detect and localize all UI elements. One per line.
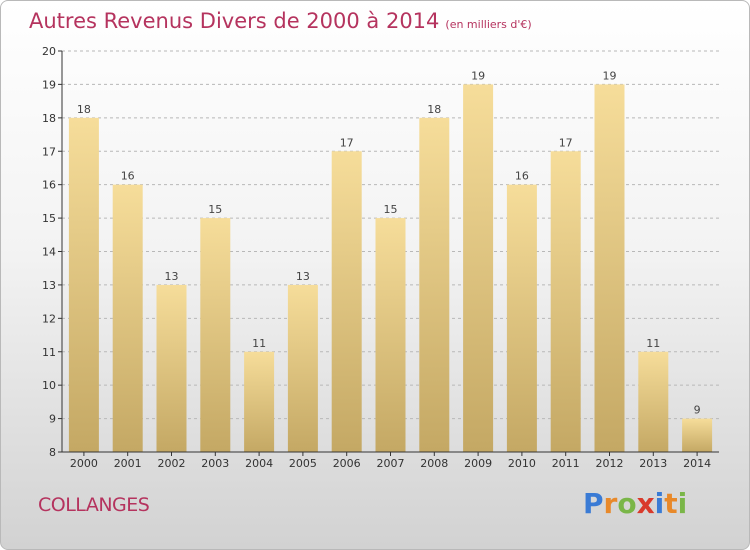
title-text: Autres Revenus Divers de 2000 à 2014 — [29, 9, 440, 33]
logo-letter: i — [677, 487, 688, 520]
data-label: 15 — [208, 203, 222, 216]
chart-title: Autres Revenus Divers de 2000 à 2014 (en … — [29, 9, 532, 33]
logo-letter: t — [664, 487, 678, 520]
data-label: 9 — [694, 404, 701, 417]
bar — [287, 284, 318, 452]
logo-letter: P — [583, 487, 604, 520]
x-tick-label: 2001 — [114, 457, 142, 470]
data-label: 16 — [515, 170, 529, 183]
x-tick-label: 2000 — [70, 457, 98, 470]
data-label: 11 — [252, 337, 266, 350]
data-label: 13 — [296, 270, 310, 283]
data-label: 19 — [603, 69, 617, 82]
y-tick-label: 14 — [42, 246, 56, 259]
x-tick-label: 2013 — [639, 457, 667, 470]
bars: 18 16 13 15 11 13 17 15 18 19 16 17 19 11 9 — [68, 69, 713, 453]
y-tick-label: 18 — [42, 112, 56, 125]
bar — [200, 218, 231, 452]
y-tick-label: 19 — [42, 78, 56, 91]
logo-letter: o — [617, 487, 637, 520]
bar — [375, 218, 406, 452]
data-label: 15 — [384, 203, 398, 216]
x-tick-label: 2014 — [683, 457, 711, 470]
x-tick-label: 2003 — [201, 457, 229, 470]
x-tick-label: 2010 — [508, 457, 536, 470]
x-tick-label: 2007 — [377, 457, 405, 470]
bar — [419, 117, 450, 452]
data-label: 16 — [121, 170, 135, 183]
data-label: 18 — [77, 103, 91, 116]
y-tick-label: 8 — [49, 446, 56, 459]
location-label: COLLANGES — [38, 494, 150, 516]
x-tick-label: 2009 — [464, 457, 492, 470]
axes: 8 9 10 11 12 13 14 15 16 17 18 19 20 2000 2001 2002 2003… — [42, 45, 719, 470]
bar — [638, 351, 669, 452]
y-tick-label: 13 — [42, 279, 56, 292]
bar — [112, 184, 143, 452]
data-label: 11 — [646, 337, 660, 350]
x-tick-label: 2006 — [333, 457, 361, 470]
y-tick-label: 12 — [42, 312, 56, 325]
x-tick-label: 2004 — [245, 457, 273, 470]
bar — [594, 84, 625, 453]
bar — [682, 418, 713, 452]
bar — [506, 184, 537, 452]
y-tick-label: 16 — [42, 179, 56, 192]
y-tick-label: 9 — [49, 413, 56, 426]
y-tick-label: 15 — [42, 212, 56, 225]
x-tick-label: 2011 — [552, 457, 580, 470]
data-label: 13 — [165, 270, 179, 283]
bar — [244, 351, 275, 452]
y-tick-label: 17 — [42, 145, 56, 158]
x-tick-label: 2008 — [420, 457, 448, 470]
title-unit: (en milliers d'€) — [445, 18, 532, 31]
data-label: 17 — [340, 136, 354, 149]
bar — [463, 84, 494, 453]
bar — [550, 151, 581, 452]
bar — [331, 151, 362, 452]
logo-letter: x — [636, 487, 655, 520]
x-tick-label: 2012 — [596, 457, 624, 470]
x-tick-label: 2002 — [158, 457, 186, 470]
data-label: 19 — [471, 69, 485, 82]
y-tick-label: 20 — [42, 45, 56, 58]
y-tick-label: 11 — [42, 346, 56, 359]
x-tick-label: 2005 — [289, 457, 317, 470]
data-label: 17 — [559, 136, 573, 149]
proxiti-logo: Proxiti — [583, 487, 687, 520]
data-label: 18 — [427, 103, 441, 116]
bar — [156, 284, 187, 452]
y-tick-label: 10 — [42, 379, 56, 392]
bar — [68, 117, 99, 452]
logo-letter: r — [603, 487, 618, 520]
logo-letter: i — [654, 487, 665, 520]
